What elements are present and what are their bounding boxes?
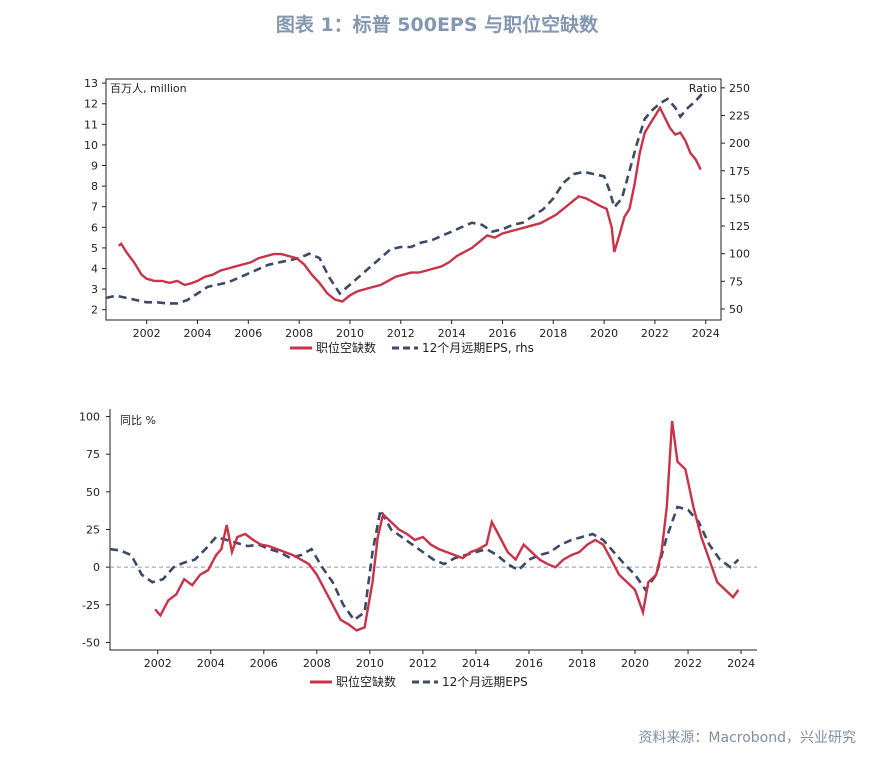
x-tick-label: 2006	[250, 657, 278, 670]
x-tick-label: 2012	[409, 657, 437, 670]
y-tick-label: -50	[82, 636, 100, 649]
legend-label-job-openings: 职位空缺数	[336, 674, 396, 689]
legend-label-job-openings: 职位空缺数	[316, 340, 376, 355]
axis-unit: 同比 %	[120, 414, 156, 427]
y-tick-label: 25	[86, 524, 100, 537]
y-right-tick-label: 150	[729, 192, 750, 205]
x-tick-label: 2016	[488, 327, 516, 340]
x-tick-label: 2018	[539, 327, 567, 340]
y-right-tick-label: 250	[729, 82, 750, 95]
x-tick-label: 2010	[336, 327, 364, 340]
y-tick-label: 0	[93, 561, 100, 574]
y-right-tick-label: 200	[729, 137, 750, 150]
y-right-tick-label: 50	[729, 303, 743, 316]
x-tick-label: 2010	[356, 657, 384, 670]
x-tick-label: 2024	[727, 657, 755, 670]
x-tick-label: 2018	[568, 657, 596, 670]
series-line-eps	[105, 91, 705, 305]
x-tick-label: 2020	[590, 327, 618, 340]
series-line-job-openings	[154, 420, 740, 632]
plot-frame	[105, 78, 722, 321]
x-tick-label: 2022	[674, 657, 702, 670]
x-tick-label: 2014	[462, 657, 490, 670]
y-right-tick-label: 100	[729, 248, 750, 261]
x-tick-label: 2008	[303, 657, 331, 670]
y-left-tick-label: 9	[91, 160, 98, 173]
y-left-tick-label: 11	[84, 118, 98, 131]
legend-label-eps: 12个月远期EPS	[442, 675, 528, 689]
x-tick-label: 2002	[144, 657, 172, 670]
y-left-tick-label: 4	[91, 263, 98, 276]
legend-label-eps: 12个月远期EPS, rhs	[422, 341, 534, 355]
axis-lines	[109, 409, 757, 651]
y-tick-label: 75	[86, 448, 100, 461]
x-tick-label: 2004	[183, 327, 211, 340]
y-left-tick-label: 13	[84, 77, 98, 90]
x-tick-label: 2002	[133, 327, 161, 340]
x-tick-label: 2012	[387, 327, 415, 340]
x-tick-label: 2016	[515, 657, 543, 670]
left-axis-unit: 百万人, million	[110, 82, 187, 95]
y-left-tick-label: 2	[91, 304, 98, 317]
y-right-tick-label: 75	[729, 275, 743, 288]
x-tick-label: 2008	[285, 327, 313, 340]
source-note: 资料来源：Macrobond，兴业研究	[638, 730, 856, 746]
y-left-tick-label: 12	[84, 98, 98, 111]
y-left-tick-label: 7	[91, 201, 98, 214]
y-right-tick-label: 175	[729, 165, 750, 178]
y-left-tick-label: 10	[84, 139, 98, 152]
x-tick-label: 2024	[692, 327, 720, 340]
x-tick-label: 2020	[621, 657, 649, 670]
y-right-tick-label: 125	[729, 220, 750, 233]
top-chart: 2 3 4 5 6 7 8 9 10 11 12 13 50 75 100 125 150 175 200 225 25…	[84, 77, 750, 355]
y-left-tick-label: 6	[91, 221, 98, 234]
y-tick-label: 50	[86, 486, 100, 499]
figure-title: 图表 1：标普 500EPS 与职位空缺数	[275, 14, 599, 36]
x-tick-label: 2004	[197, 657, 225, 670]
y-left-tick-label: 5	[91, 242, 98, 255]
y-right-tick-label: 225	[729, 109, 750, 122]
y-tick-label: 100	[79, 411, 100, 424]
right-axis-unit: Ratio	[689, 82, 718, 95]
y-left-tick-label: 3	[91, 283, 98, 296]
x-tick-label: 2014	[438, 327, 466, 340]
x-tick-label: 2022	[641, 327, 669, 340]
x-tick-label: 2006	[234, 327, 262, 340]
series-line-eps	[109, 505, 740, 622]
y-left-tick-label: 8	[91, 180, 98, 193]
y-tick-label: -25	[82, 599, 100, 612]
series-line-job-openings	[117, 105, 702, 303]
